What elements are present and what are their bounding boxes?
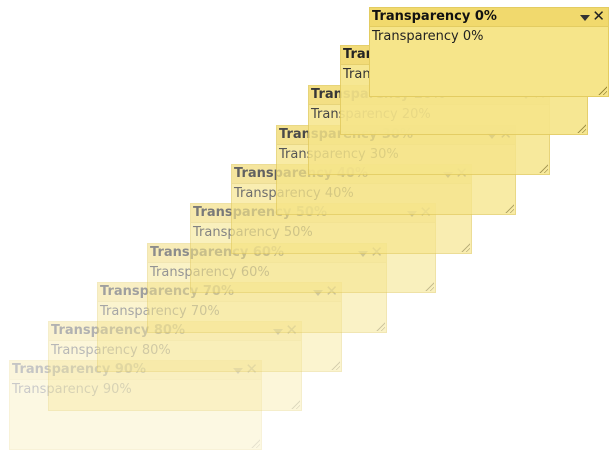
dropdown-arrow-icon[interactable]: [233, 368, 243, 374]
note-title: Transparency 80%: [51, 323, 185, 338]
dropdown-arrow-icon[interactable]: [580, 15, 590, 21]
sticky-note-80[interactable]: Transparency 80% ✕ Transparency 80%: [48, 321, 302, 411]
dropdown-arrow-icon[interactable]: [273, 329, 283, 335]
resize-grip-icon[interactable]: [576, 123, 586, 133]
resize-grip-icon[interactable]: [597, 85, 607, 95]
resize-grip-icon[interactable]: [460, 242, 470, 252]
note-title: Transparency 0%: [372, 9, 497, 24]
resize-grip-icon[interactable]: [424, 281, 434, 291]
close-icon[interactable]: ✕: [285, 321, 298, 339]
close-icon[interactable]: ✕: [592, 7, 605, 25]
note-title: Transparency 90%: [12, 362, 146, 377]
note-body[interactable]: Transparency 80%: [51, 343, 171, 358]
note-header[interactable]: Transparency 0% ✕: [370, 7, 608, 27]
resize-grip-icon[interactable]: [538, 163, 548, 173]
resize-grip-icon[interactable]: [375, 321, 385, 331]
note-header[interactable]: Transparency 80% ✕: [49, 321, 301, 341]
note-body[interactable]: Transparency 90%: [12, 382, 132, 397]
note-header[interactable]: Transparency 90% ✕: [10, 360, 261, 380]
sticky-note-0[interactable]: Transparency 0% ✕ Transparency 0%: [369, 7, 609, 97]
resize-grip-icon[interactable]: [290, 399, 300, 409]
close-icon[interactable]: ✕: [245, 360, 258, 378]
dropdown-arrow-icon[interactable]: [313, 290, 323, 296]
resize-grip-icon[interactable]: [250, 438, 260, 448]
note-body[interactable]: Transparency 0%: [372, 29, 484, 44]
note-body[interactable]: Transparency 70%: [100, 304, 220, 319]
resize-grip-icon[interactable]: [504, 203, 514, 213]
resize-grip-icon[interactable]: [330, 360, 340, 370]
